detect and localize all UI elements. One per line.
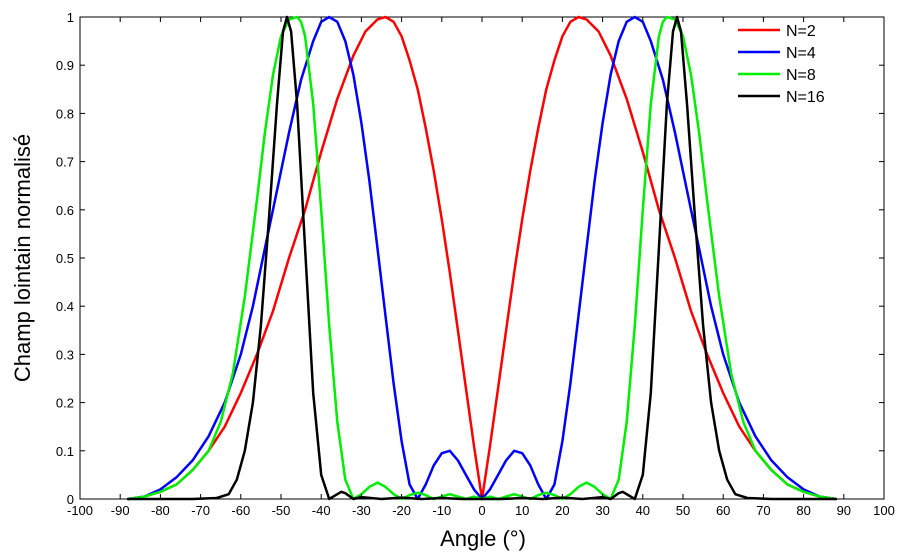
y-tick-label: 0.2 (56, 396, 74, 411)
x-tick-label: 10 (515, 503, 529, 518)
series-lines (126, 15, 838, 501)
x-tick-label: -70 (191, 503, 210, 518)
x-tick-label: 40 (636, 503, 650, 518)
plot-box (79, 16, 885, 500)
y-tick-label: 0.9 (56, 58, 74, 73)
x-tick-label: -50 (272, 503, 291, 518)
x-tick-label: 80 (796, 503, 810, 518)
plot-area (79, 16, 885, 500)
x-tick-label: -10 (432, 503, 451, 518)
x-tick-label: 90 (837, 503, 851, 518)
x-tick-label: -90 (111, 503, 130, 518)
y-tick-label: 1 (67, 10, 74, 25)
x-tick-label: -80 (151, 503, 170, 518)
series-line-n2 (126, 15, 838, 501)
legend: N=2 N=4 N=8 N=16 (738, 23, 825, 106)
y-axis-label: Champ lointain normalisé (10, 134, 35, 382)
x-tick-label: -100 (67, 503, 93, 518)
x-tick-label: -20 (392, 503, 411, 518)
y-tick-label: 0.6 (56, 203, 74, 218)
y-tick-label: 0.4 (56, 299, 74, 314)
y-tick-label: 0.1 (56, 444, 74, 459)
series-line-n4 (126, 15, 838, 501)
x-tick-label: 30 (595, 503, 609, 518)
y-tick-label: 0.7 (56, 155, 74, 170)
x-tick-label: -60 (231, 503, 250, 518)
x-tick-label: 50 (676, 503, 690, 518)
x-axis-label: Angle (°) (440, 526, 526, 551)
x-tick-label: 20 (555, 503, 569, 518)
x-tick-label: 70 (756, 503, 770, 518)
y-tick-label: 0.8 (56, 106, 74, 121)
series-line-n16 (126, 15, 838, 501)
x-tick-label: 0 (478, 503, 485, 518)
legend-label: N=16 (786, 89, 825, 106)
x-tick-label: 100 (873, 503, 895, 518)
x-tick-label: -40 (312, 503, 331, 518)
series-line-n8 (126, 15, 838, 501)
legend-label: N=8 (786, 67, 816, 84)
y-tick-label: 0.5 (56, 251, 74, 266)
x-tick-label: -30 (352, 503, 371, 518)
legend-label: N=4 (786, 45, 816, 62)
x-tick-label: 60 (716, 503, 730, 518)
axis-ticks: -100 -90 -80 -70 -60 -50 -40 -30 -20 -10 0 10 20 30 40… (56, 10, 895, 518)
y-tick-label: 0 (67, 492, 74, 507)
legend-label: N=2 (786, 23, 816, 40)
y-tick-label: 0.3 (56, 347, 74, 362)
